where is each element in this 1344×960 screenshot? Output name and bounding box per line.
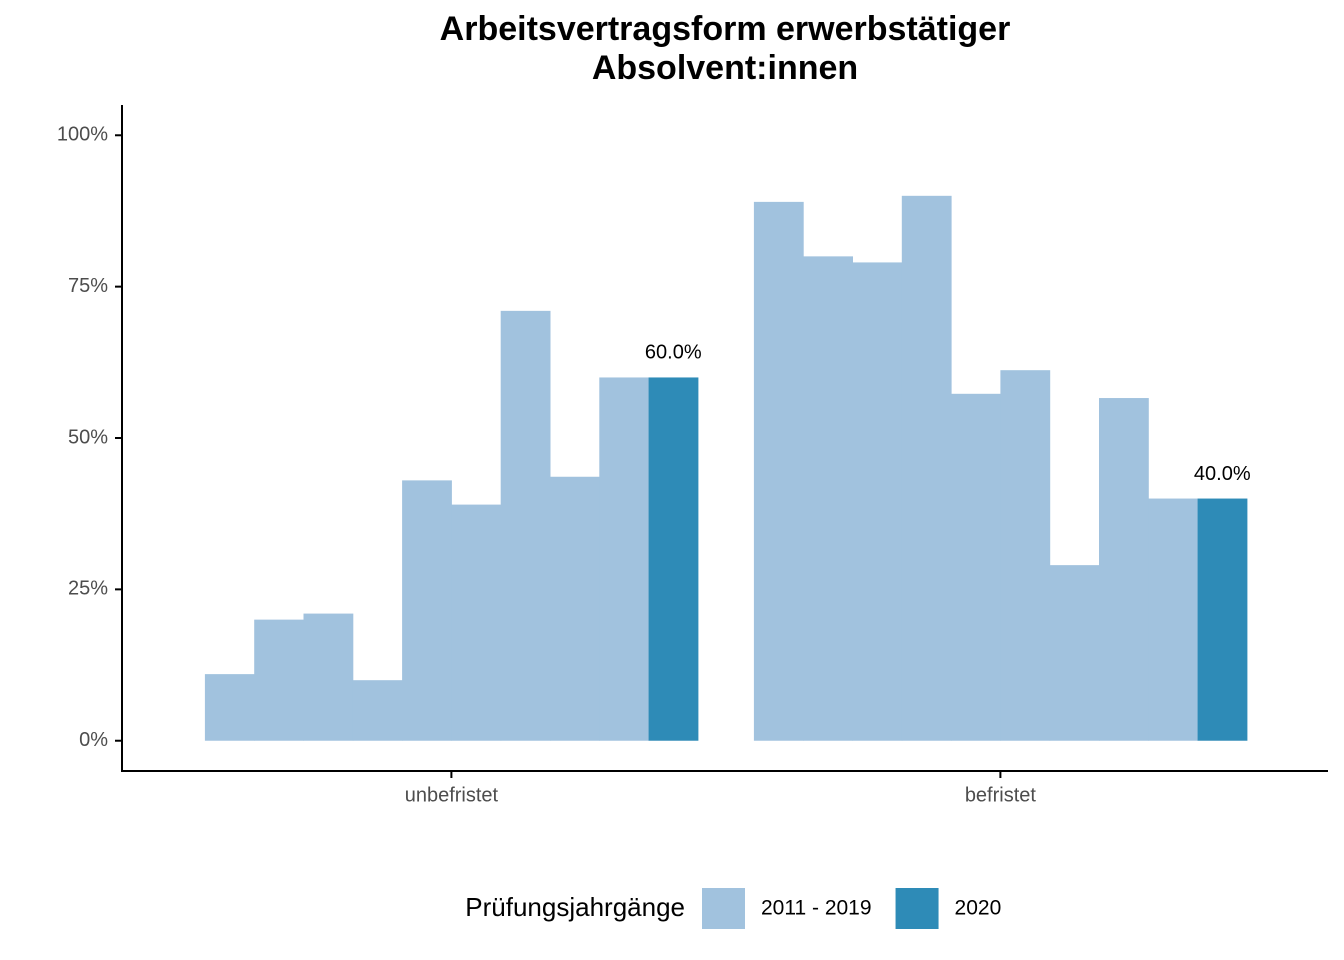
chart-title: Absolvent:innen <box>592 49 858 87</box>
bar <box>901 195 952 741</box>
bar <box>500 310 551 741</box>
legend-title: Prüfungsjahrgänge <box>465 892 685 922</box>
bar <box>1099 398 1149 741</box>
bar <box>352 680 403 741</box>
y-tick-label: 50% <box>68 426 108 448</box>
legend-key <box>702 888 745 929</box>
bar <box>303 613 354 741</box>
value-label: 60.0% <box>645 342 702 364</box>
legend-label: 2020 <box>955 897 1002 920</box>
x-tick-label: befristet <box>965 784 1037 806</box>
bar <box>1049 565 1100 741</box>
bar <box>1197 498 1248 741</box>
bar <box>599 377 650 741</box>
x-tick-label: unbefristet <box>405 784 499 806</box>
chart-title: Arbeitsvertragsform erwerbstätiger <box>440 10 1011 48</box>
bar <box>648 377 699 741</box>
y-tick-label: 100% <box>57 124 108 146</box>
y-tick-label: 25% <box>68 578 108 600</box>
bar <box>402 480 452 741</box>
y-tick-label: 75% <box>68 275 108 297</box>
bar <box>753 201 804 741</box>
bar <box>1148 498 1199 741</box>
bar <box>254 619 304 741</box>
value-label: 40.0% <box>1194 463 1251 485</box>
bar <box>451 504 502 741</box>
legend-key <box>895 888 939 929</box>
bar <box>1000 370 1051 741</box>
bar <box>803 256 853 741</box>
bar <box>204 674 255 741</box>
legend-label: 2011 - 2019 <box>761 897 872 920</box>
bar <box>550 476 600 741</box>
bar <box>951 393 1001 741</box>
bar <box>852 262 903 741</box>
y-tick-label: 0% <box>79 729 108 751</box>
